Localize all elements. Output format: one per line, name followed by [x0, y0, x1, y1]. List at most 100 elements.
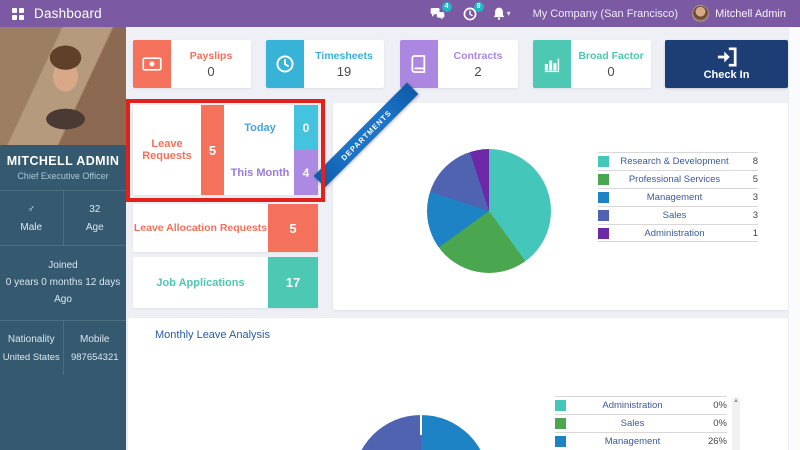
mobile-cell: Mobile 987654321 — [62, 321, 127, 375]
leave-allocation-value: 5 — [268, 204, 318, 252]
leave-today-label: Today — [244, 122, 276, 134]
broad-factor-value: 0 — [607, 63, 615, 79]
monthly-leave-panel: Monthly Leave Analysis Administration 0%… — [128, 318, 788, 450]
monthly-leave-pie-chart[interactable] — [353, 415, 489, 450]
page-scrollbar[interactable] — [788, 27, 800, 450]
legend-swatch — [598, 210, 609, 221]
legend-value: 5 — [752, 174, 758, 185]
leave-month-value: 4 — [294, 150, 318, 195]
legend-swatch — [598, 174, 609, 185]
legend-row[interactable]: Professional Services 5 — [598, 170, 758, 188]
legend-swatch — [598, 227, 609, 239]
timesheets-card[interactable]: Timesheets 19 — [266, 40, 384, 88]
legend-label: Administration — [602, 400, 663, 411]
user-menu[interactable]: Mitchell Admin — [692, 5, 786, 22]
notifications-bell-icon[interactable]: ▾ — [493, 6, 511, 22]
departments-pie-chart[interactable] — [427, 149, 551, 273]
departments-ribbon: DEPARTMENTS — [313, 82, 419, 188]
age-cell: 32 Age — [62, 191, 127, 245]
payslips-label: Payslips — [189, 49, 233, 62]
book-icon — [400, 40, 438, 88]
legend-row[interactable]: Management 26% — [555, 432, 727, 450]
departments-panel: DEPARTMENTS Research & Development 8 Pro… — [313, 82, 788, 310]
company-switcher[interactable]: My Company (San Francisco) — [532, 7, 679, 20]
legend-value: 8 — [752, 156, 758, 167]
legend-value: 26% — [707, 436, 727, 447]
gender-label: Male — [20, 222, 43, 233]
leave-allocation-label: Leave Allocation Requests — [133, 222, 268, 234]
joined-label: Joined — [48, 260, 78, 271]
legend-value: 3 — [752, 210, 758, 221]
check-in-button[interactable]: Check In — [665, 40, 788, 88]
departments-legend: Research & Development 8 Professional Se… — [598, 152, 758, 242]
employee-sidebar: MITCHELL ADMIN Chief Executive Officer ♂… — [0, 27, 126, 450]
legend-row[interactable]: Administration 0% — [555, 396, 727, 414]
messages-badge: 4 — [441, 1, 452, 12]
messages-icon[interactable]: 4 — [429, 1, 452, 22]
legend-value: 0% — [713, 400, 727, 411]
job-applications-label: Job Applications — [156, 276, 245, 289]
apps-menu-icon[interactable] — [12, 7, 24, 20]
nationality-label: Nationality — [7, 334, 55, 345]
employee-name: MITCHELL ADMIN — [6, 154, 120, 168]
monthly-leave-legend: Administration 0% Sales 0% Management 26… — [555, 396, 727, 450]
leave-month-label: This Month — [230, 167, 290, 179]
monthly-leave-title: Monthly Leave Analysis — [155, 329, 270, 341]
gender-age-row: ♂ Male 32 Age — [0, 191, 126, 246]
leave-requests-value: 5 — [201, 105, 224, 195]
legend-scrollbar[interactable]: ▲ — [732, 397, 740, 450]
legend-row[interactable]: Sales 3 — [598, 206, 758, 224]
job-applications-value: 17 — [268, 257, 318, 308]
legend-row[interactable]: Research & Development 8 — [598, 152, 758, 170]
male-icon: ♂ — [27, 204, 36, 215]
contracts-card[interactable]: Contracts 2 — [400, 40, 518, 88]
employee-photo — [0, 27, 126, 145]
legend-label: Professional Services — [628, 174, 721, 185]
activities-badge: 9 — [473, 1, 484, 12]
scroll-up-icon[interactable]: ▲ — [733, 398, 739, 404]
age-value: 32 — [89, 204, 101, 215]
legend-row[interactable]: Sales 0% — [555, 414, 727, 432]
legend-label: Management — [646, 192, 703, 203]
legend-label: Management — [604, 436, 661, 447]
legend-value: 1 — [752, 227, 758, 239]
leave-requests-label: Leave Requests — [142, 138, 192, 162]
chat-bubbles-icon — [430, 8, 445, 20]
broad-factor-card[interactable]: Broad Factor 0 — [533, 40, 651, 88]
clock-icon — [266, 40, 304, 88]
legend-swatch — [555, 436, 566, 447]
legend-swatch — [555, 400, 566, 411]
sign-in-icon — [717, 47, 737, 67]
broad-factor-label: Broad Factor — [578, 49, 644, 62]
avatar — [692, 5, 710, 22]
mobile-label: Mobile — [80, 334, 110, 345]
legend-value: 0% — [713, 418, 727, 429]
legend-row[interactable]: Management 3 — [598, 188, 758, 206]
timesheets-label: Timesheets — [315, 49, 373, 62]
payslips-card[interactable]: Payslips 0 — [133, 40, 251, 88]
activities-icon[interactable]: 9 — [461, 1, 484, 22]
legend-swatch — [598, 156, 609, 167]
bar-chart-icon — [533, 40, 571, 88]
joined-suffix: Ago — [54, 294, 72, 305]
joined-value: 0 years 0 months 12 days — [5, 277, 121, 288]
timesheets-value: 19 — [336, 63, 352, 79]
legend-swatch — [555, 418, 566, 429]
age-label: Age — [85, 222, 104, 233]
contracts-value: 2 — [474, 63, 482, 79]
nationality-cell: Nationality United States — [0, 321, 63, 375]
legend-label: Administration — [644, 227, 705, 239]
legend-row[interactable]: Administration 1 — [598, 224, 758, 242]
bell-icon — [493, 7, 504, 20]
nationality-mobile-row: Nationality United States Mobile 9876543… — [0, 321, 126, 375]
top-navbar: Dashboard 4 9 — [0, 0, 800, 27]
gender-cell: ♂ Male — [0, 191, 63, 245]
employee-job-title: Chief Executive Officer — [0, 171, 126, 191]
leave-allocation-card[interactable]: Leave Allocation Requests 5 — [133, 204, 318, 252]
job-applications-card[interactable]: Job Applications 17 — [133, 257, 318, 308]
contracts-label: Contracts — [453, 49, 503, 62]
legend-label: Sales — [662, 210, 687, 221]
user-name: Mitchell Admin — [715, 7, 786, 20]
leave-requests-card[interactable]: Leave Requests 5 Today 0 This Month 4 — [133, 105, 318, 195]
